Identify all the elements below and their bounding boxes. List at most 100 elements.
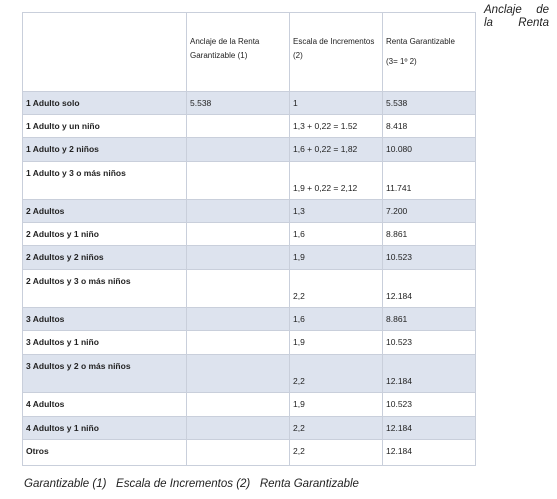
cell-text: 2,2 [293,291,305,301]
table-cell: 2 Adultos y 1 niño [22,223,187,246]
table-cell [187,308,290,331]
table-cell: 1,3 + 0,22 = 1.52 [290,115,383,138]
table-cell [187,115,290,138]
table-cell [187,440,290,466]
cell-text: 1,6 [293,229,305,239]
cell-text: 1 Adulto y un niño [26,121,100,131]
table-cell: 12.184 [383,355,476,393]
table-cell: 3 Adultos y 1 niño [22,331,187,355]
cell-text: 2 Adultos [26,206,65,216]
table-cell: 10.523 [383,331,476,355]
cell-text: 4 Adultos y 1 niño [26,423,99,433]
cell-text: 2 Adultos y 3 o más niños [26,276,131,286]
cell-text: 1,6 + 0,22 = 1,82 [293,144,358,154]
side-text: Anclaje de la Renta [484,4,549,29]
cell-text: 1 Adulto y 3 o más niños [26,168,126,178]
cell-text: 1 [293,98,298,108]
header-cell: Escala de Incrementos (2) [290,12,383,92]
header-line: (3= 1º 2) [386,57,417,66]
table-cell: 2,2 [290,355,383,393]
table-cell: 10.080 [383,138,476,162]
cell-text: Escala de Incrementos (2) [293,37,375,60]
table-cell [187,138,290,162]
table-cell: 1 Adulto y 2 niños [22,138,187,162]
cell-text: 3 Adultos y 2 o más niños [26,361,131,371]
table-cell [187,417,290,440]
table-cell: 10.523 [383,393,476,417]
cell-text: 2,2 [293,423,305,433]
table-cell: 8.861 [383,308,476,331]
table-cell: 2 Adultos y 3 o más niños [22,270,187,308]
table-cell: 1,9 [290,393,383,417]
table-cell: 12.184 [383,270,476,308]
cell-text: 3 Adultos y 1 niño [26,337,99,347]
table-cell: 1 Adulto solo [22,92,187,115]
table-cell: 12.184 [383,417,476,440]
table-cell: 1 [290,92,383,115]
cell-text: 1,9 [293,399,305,409]
cell-text: 5.538 [386,98,408,108]
table-cell [187,200,290,223]
cell-text: 10.523 [386,337,412,347]
table-cell: 12.184 [383,440,476,466]
table-cell: 2,2 [290,440,383,466]
table-cell: 1,6 [290,308,383,331]
table-cell: 10.523 [383,246,476,270]
table-cell [187,331,290,355]
cell-text: Otros [26,446,49,456]
table-cell: 1 Adulto y 3 o más niños [22,162,187,200]
table-cell: 5.538 [187,92,290,115]
cell-text: 1 Adulto solo [26,98,80,108]
header-cell [22,12,187,92]
table-cell: 1,6 + 0,22 = 1,82 [290,138,383,162]
cell-text: 8.861 [386,314,408,324]
cell-text: 10.523 [386,399,412,409]
cell-text: 11.741 [386,183,412,193]
table-cell: 4 Adultos y 1 niño [22,417,187,440]
header-cell: Anclaje de la Renta Garantizable (1) [187,12,290,92]
table-cell: 2,2 [290,417,383,440]
cell-text: 1,9 [293,337,305,347]
table-cell: 8.861 [383,223,476,246]
cell-text: 1,3 [293,206,305,216]
table-cell [187,355,290,393]
table-cell: 1,9 [290,246,383,270]
cell-text: 5.538 [190,98,212,108]
cell-text: 2 Adultos y 1 niño [26,229,99,239]
table-cell: 8.418 [383,115,476,138]
table-cell: 4 Adultos [22,393,187,417]
cell-text: 10.080 [386,144,412,154]
table-cell: Otros [22,440,187,466]
table-cell: 2 Adultos y 2 niños [22,246,187,270]
table-cell: 11.741 [383,162,476,200]
table-cell: 3 Adultos [22,308,187,331]
cell-text: 2,2 [293,446,305,456]
cell-text: 2,2 [293,376,305,386]
cell-text: 12.184 [386,446,412,456]
cell-text: 3 Adultos [26,314,65,324]
cell-text: 2 Adultos y 2 niños [26,252,104,262]
table-cell [187,223,290,246]
table-cell: 1 Adulto y un niño [22,115,187,138]
cell-text: Anclaje de la Renta Garantizable (1) [190,37,260,60]
cell-text: 10.523 [386,252,412,262]
cell-text: 12.184 [386,291,412,301]
cell-text: 12.184 [386,376,412,386]
table-cell: 1,9 [290,331,383,355]
cell-text: 8.418 [386,121,408,131]
table-cell: 5.538 [383,92,476,115]
cell-text: 4 Adultos [26,399,65,409]
cell-text: 1,6 [293,314,305,324]
cell-text: 1,3 + 0,22 = 1.52 [293,121,358,131]
header-cell: Renta Garantizable (3= 1º 2) [383,12,476,92]
cell-text: 8.861 [386,229,408,239]
table-cell [187,270,290,308]
table-cell: 1,3 [290,200,383,223]
cell-text: 1,9 + 0,22 = 2,12 [293,183,358,193]
cell-text: 1,9 [293,252,305,262]
table-cell: 2 Adultos [22,200,187,223]
table-cell: 3 Adultos y 2 o más niños [22,355,187,393]
cell-text: 12.184 [386,423,412,433]
footer-text: Garantizable (1) Escala de Incrementos (… [24,478,359,490]
